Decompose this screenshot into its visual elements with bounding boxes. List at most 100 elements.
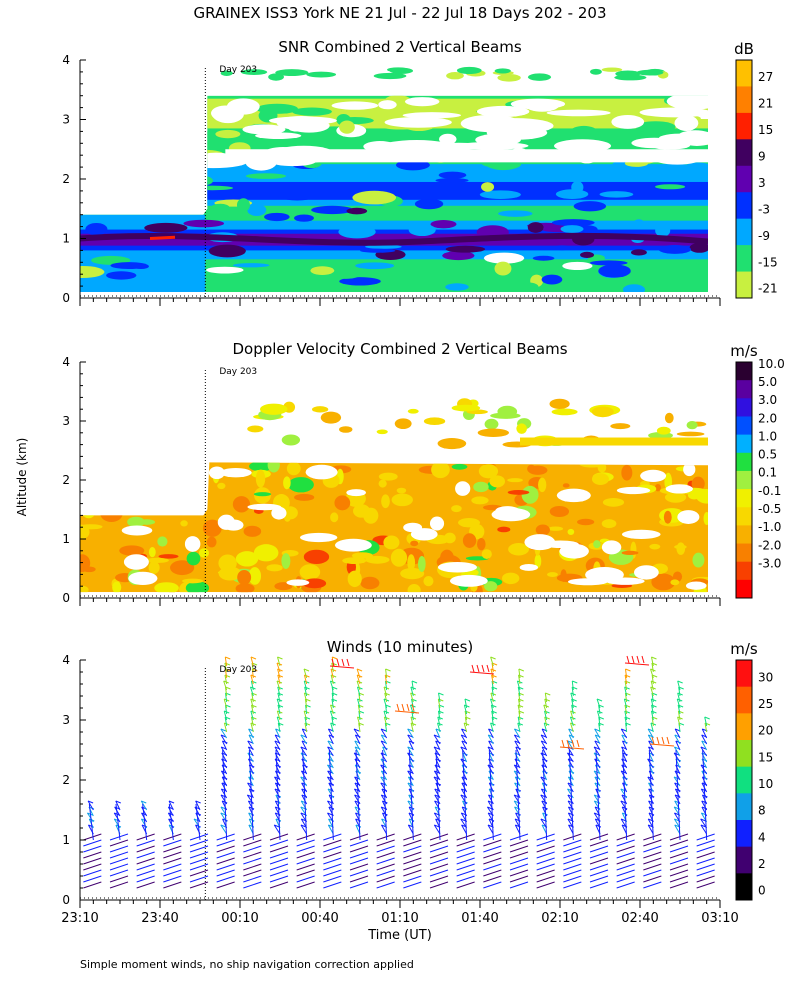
- snr-sparse: [275, 69, 309, 77]
- contour-blob: [80, 95, 115, 108]
- snr-gap: [476, 105, 530, 117]
- wind-barb: [696, 863, 715, 871]
- vel-sparse: [320, 411, 342, 424]
- wind-barb-flag: [332, 656, 338, 660]
- wind-barb: [301, 740, 308, 751]
- vel-blob: [206, 536, 217, 548]
- wind-barb-flag: [327, 812, 333, 816]
- wind-barb: [109, 833, 129, 841]
- contour-blob: [177, 108, 199, 123]
- contour-blob: [232, 263, 270, 268]
- wind-barb: [296, 833, 315, 841]
- wind-barb-flag: [380, 776, 386, 780]
- wind-barb: [136, 863, 155, 871]
- wind-barb: [491, 680, 494, 691]
- vel-blob: [670, 579, 680, 586]
- contour-blob: [632, 219, 646, 230]
- colorbar-label: 20: [758, 724, 773, 738]
- strong-wind-barb: [624, 655, 650, 666]
- wind-barb-flag: [410, 722, 417, 726]
- vel-blob: [481, 549, 492, 559]
- wind-barb: [250, 698, 254, 709]
- vel-blob: [145, 557, 169, 563]
- wind-barb: [461, 824, 468, 835]
- snr-sparse: [527, 73, 552, 81]
- wind-barb: [269, 875, 289, 883]
- wind-barb: [598, 704, 601, 715]
- wind-barb: [596, 698, 601, 709]
- contour-blob: [92, 184, 109, 190]
- wind-barb: [216, 857, 235, 865]
- vel-blob: [253, 544, 279, 562]
- vel-gap: [286, 579, 310, 586]
- wind-barb: [568, 728, 574, 739]
- wind-barb: [225, 692, 228, 703]
- wind-barb: [567, 746, 574, 757]
- vel-blob: [158, 554, 179, 559]
- vel-sparse: [394, 418, 412, 430]
- vel-gap: [299, 532, 338, 543]
- strong-wind-barb: [559, 739, 585, 750]
- vel-blob: [138, 519, 156, 525]
- wind-barb: [353, 728, 361, 739]
- wind-barb: [301, 794, 308, 805]
- wind-barb-flag: [571, 739, 575, 748]
- vel-gap: [403, 522, 423, 533]
- contour-blob: [88, 95, 127, 104]
- wind-barb: [567, 758, 574, 769]
- wind-barb: [704, 722, 708, 733]
- wind-barb: [469, 671, 495, 675]
- wind-profile: [483, 656, 502, 889]
- wind-profile-spine: [542, 749, 548, 841]
- wind-barb: [516, 680, 521, 691]
- wind-barb: [403, 851, 422, 859]
- wind-barb: [296, 863, 315, 871]
- contour-blob: [352, 190, 397, 205]
- vel-gap: [305, 464, 338, 480]
- wind-barb-flag: [304, 674, 310, 678]
- vel-blob: [217, 482, 226, 490]
- wind-barb-flag: [277, 656, 283, 660]
- vel-blob: [497, 526, 511, 533]
- wind-barb: [536, 851, 555, 859]
- wind-barb-flag: [356, 668, 363, 672]
- wind-barb: [536, 839, 555, 847]
- wind-barb: [243, 869, 262, 877]
- vel-blob: [96, 473, 113, 484]
- wind-barb: [296, 851, 315, 859]
- wind-barb: [357, 704, 361, 715]
- snr-gap: [546, 109, 611, 117]
- vel-blob: [378, 479, 387, 488]
- wind-barb: [509, 875, 529, 883]
- wind-barb: [491, 662, 494, 673]
- wind-barb: [303, 674, 308, 685]
- wind-barb-flag: [488, 818, 495, 822]
- colorbar-swatch: [736, 507, 752, 526]
- wind-barb: [433, 734, 441, 745]
- wind-barb: [563, 869, 582, 877]
- wind-barb-flag: [87, 800, 94, 804]
- wind-barb: [354, 800, 361, 811]
- wind-barb: [323, 851, 342, 859]
- vel-gap: [437, 561, 477, 573]
- contour-blob: [630, 249, 647, 256]
- wind-barb: [701, 800, 708, 811]
- colorbar-swatch: [736, 416, 752, 436]
- y-tick-label: 1: [62, 532, 70, 546]
- wind-barb: [673, 746, 681, 757]
- colorbar-label: -0.5: [758, 502, 781, 516]
- vel-blob: [303, 549, 330, 565]
- wind-profile-spine: [142, 803, 148, 841]
- wind-barb: [163, 881, 182, 889]
- wind-barb-flag: [300, 812, 307, 816]
- wind-barb: [540, 734, 548, 745]
- wind-barb: [349, 881, 369, 889]
- wind-profile: [376, 668, 395, 889]
- vel-gap: [82, 486, 116, 498]
- y-tick-label: 2: [62, 473, 70, 487]
- wind-barb-flag: [435, 818, 441, 822]
- panel-title: Winds (10 minutes): [327, 638, 474, 656]
- wind-barb: [594, 734, 601, 745]
- wind-barb-flag: [225, 656, 231, 660]
- colorbar-swatch: [736, 579, 752, 599]
